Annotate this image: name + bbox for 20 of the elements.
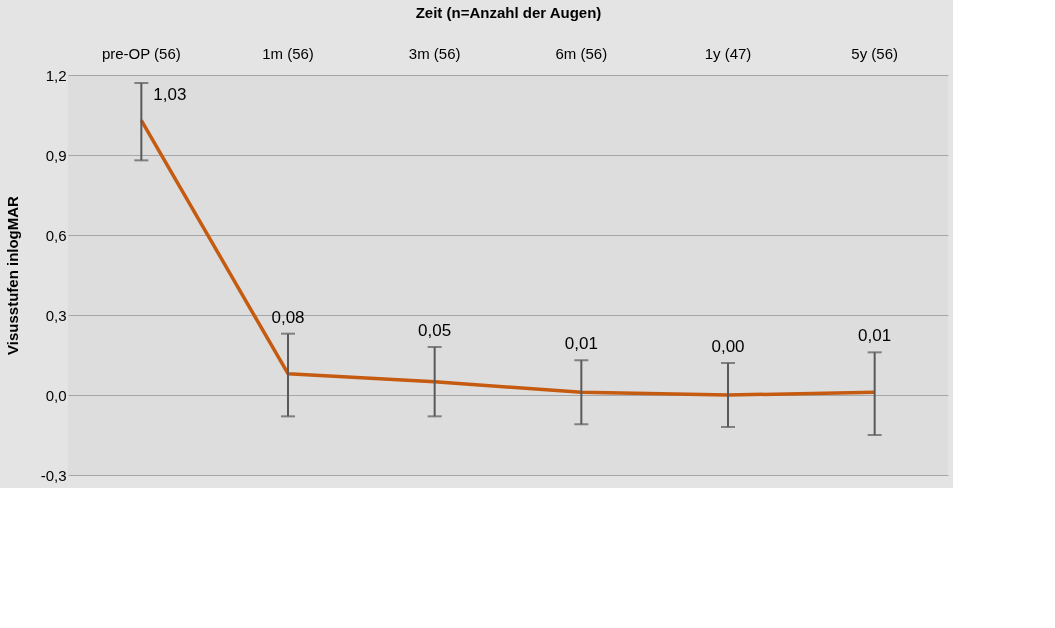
data-label: 1,03	[153, 85, 187, 104]
data-label: 0,05	[418, 321, 452, 340]
data-label: 0,00	[711, 337, 745, 356]
x-tick-label: 3m (56)	[408, 44, 461, 62]
y-tick-label: 0,9	[45, 146, 67, 164]
y-tick-label: 0,3	[45, 306, 67, 324]
x-tick-label: 1m (56)	[262, 44, 314, 62]
x-axis-title: Zeit (n=Anzahl der Augen)	[415, 3, 602, 21]
y-tick-label: 0,0	[45, 386, 67, 404]
x-tick-label: 6m (56)	[555, 44, 608, 62]
data-label: 0,08	[271, 307, 305, 327]
y-tick-label: 1,2	[45, 66, 67, 84]
x-tick-label: 5y (56)	[851, 44, 899, 62]
data-label: 0,01	[858, 326, 892, 346]
y-tick-label: 0,6	[45, 226, 67, 244]
x-tick-label: 1y (47)	[704, 44, 752, 62]
x-tick-label: pre-OP (56)	[101, 44, 181, 62]
y-tick-label: -0,3	[40, 466, 67, 484]
y-axis-title: Visusstufen inlogMAR	[3, 195, 21, 355]
data-label: 0,01	[564, 334, 598, 354]
